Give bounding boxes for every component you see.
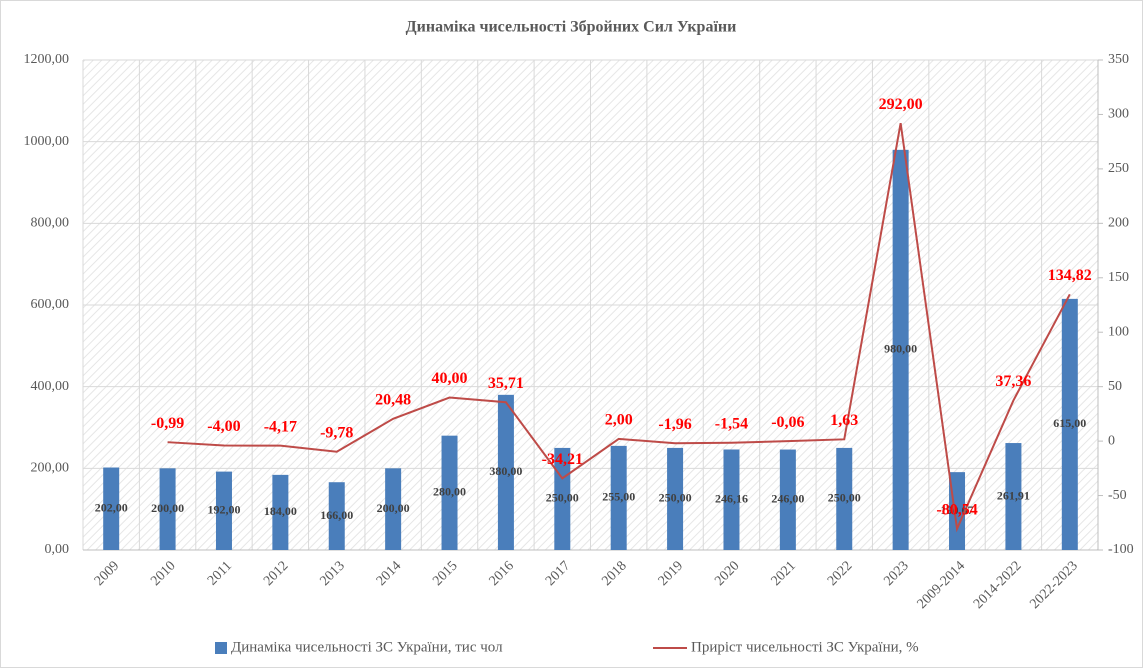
y-tick-label: 600,00 [31, 297, 70, 312]
bar [441, 435, 458, 550]
y-tick-label: 1000,00 [24, 134, 70, 149]
line-label: 292,00 [879, 96, 923, 113]
bar [949, 472, 966, 550]
line [167, 122, 1071, 533]
bar [667, 447, 684, 550]
line-label: 20,48 [375, 391, 411, 408]
bar [779, 449, 796, 550]
bar [215, 471, 232, 550]
bar [892, 149, 909, 551]
line-label: -4,17 [264, 418, 297, 435]
line-label: -80,54 [936, 501, 977, 518]
bar-label: 261,91 [997, 488, 1030, 502]
bar-label: 255,00 [602, 490, 635, 504]
bar-label: 192,00 [207, 503, 240, 517]
line-label: -9,78 [320, 424, 353, 441]
bar-label: 200,00 [377, 501, 410, 515]
bar-label: 200,00 [151, 501, 184, 515]
y2-tick-label: 0 [1108, 433, 1115, 448]
y-tick-label: 1200,00 [24, 52, 70, 67]
y-tick-label: 0,00 [45, 542, 70, 557]
legend-swatch [215, 642, 227, 654]
y2-tick-label: 350 [1108, 52, 1129, 67]
bar [723, 449, 740, 550]
y2-tick-label: 200 [1108, 216, 1129, 231]
y-tick-label: 400,00 [31, 379, 70, 394]
bar-label: 184,00 [264, 504, 297, 518]
bar [385, 468, 402, 550]
bar [1061, 298, 1078, 550]
bar [610, 445, 627, 550]
y2-tick-label: 150 [1108, 270, 1129, 285]
legend-label: Приріст чисельності ЗС України, % [691, 639, 919, 655]
line-label: -1,54 [715, 415, 748, 432]
bar-label: 250,00 [828, 491, 861, 505]
bar-label: 250,00 [546, 491, 579, 505]
bar-label: 190,67 [941, 503, 974, 517]
bar [272, 474, 289, 550]
bar-label: 980,00 [884, 342, 917, 356]
bar-label: 250,00 [659, 491, 692, 505]
y-tick-label: 800,00 [31, 216, 70, 231]
line-label: -1,96 [658, 416, 691, 433]
line-label: 134,82 [1048, 267, 1092, 284]
line-label: -0,99 [151, 415, 184, 432]
bar-label: 380,00 [489, 464, 522, 478]
y2-tick-label: -100 [1108, 542, 1134, 557]
line-label: 1,63 [830, 412, 858, 429]
bar-label: 615,00 [1053, 416, 1086, 430]
y2-tick-label: 300 [1108, 107, 1129, 122]
y2-tick-label: 250 [1108, 161, 1129, 176]
bar-label: 280,00 [433, 485, 466, 499]
line-label: 40,00 [432, 370, 468, 387]
y2-tick-label: 100 [1108, 324, 1129, 339]
line-label: -0,06 [771, 414, 804, 431]
bar-label: 166,00 [320, 508, 353, 522]
bar [103, 467, 120, 550]
line-label: 2,00 [605, 412, 633, 429]
bar [328, 482, 345, 550]
line-label: -34,21 [542, 451, 583, 468]
bar-label: 246,16 [715, 491, 748, 505]
bar-label: 246,00 [771, 492, 804, 506]
legend-label: Динаміка чисельності ЗС України, тис чол [231, 639, 503, 655]
bar [159, 468, 176, 550]
line-label: 37,36 [995, 373, 1031, 390]
bar [497, 394, 514, 550]
y2-tick-label: 50 [1108, 379, 1122, 394]
bar [836, 447, 853, 550]
line-label: 35,71 [488, 375, 524, 392]
bar [1005, 443, 1022, 550]
bar-label: 202,00 [95, 501, 128, 515]
y2-tick-label: -50 [1108, 488, 1127, 503]
chart-title: Динаміка чисельності Збройних Сил Україн… [406, 19, 737, 36]
y-tick-label: 200,00 [31, 461, 70, 476]
line-label: -4,00 [207, 418, 240, 435]
